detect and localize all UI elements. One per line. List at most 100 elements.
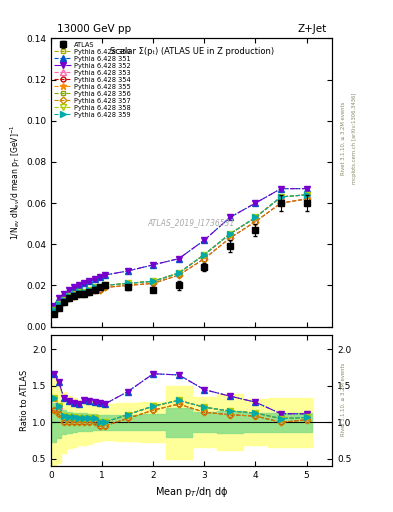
Pythia 6.428 355 <box>253 215 258 221</box>
Pythia 6.428 357 <box>67 295 72 301</box>
Pythia 6.428 353 <box>202 251 207 258</box>
Pythia 6.428 354 <box>176 272 181 278</box>
Pythia 6.428 353 <box>228 231 232 237</box>
Pythia 6.428 354 <box>202 255 207 262</box>
Pythia 6.428 355 <box>125 280 130 286</box>
Pythia 6.428 355 <box>62 297 66 303</box>
Pythia 6.428 359 <box>125 280 130 286</box>
Pythia 6.428 358 <box>87 286 92 292</box>
Pythia 6.428 354 <box>151 280 156 286</box>
Pythia 6.428 350 <box>103 282 107 288</box>
Pythia 6.428 353 <box>87 286 92 292</box>
Pythia 6.428 355 <box>228 231 232 237</box>
Pythia 6.428 357 <box>103 284 107 290</box>
Pythia 6.428 354 <box>82 290 87 296</box>
Pythia 6.428 357 <box>202 255 207 262</box>
Pythia 6.428 350 <box>67 293 72 299</box>
Pythia 6.428 352 <box>97 274 102 280</box>
Pythia 6.428 351 <box>62 290 66 296</box>
Pythia 6.428 358 <box>62 297 66 303</box>
Pythia 6.428 352 <box>103 272 107 278</box>
Pythia 6.428 354 <box>67 295 72 301</box>
Legend: ATLAS, Pythia 6.428 350, Pythia 6.428 351, Pythia 6.428 352, Pythia 6.428 353, P: ATLAS, Pythia 6.428 350, Pythia 6.428 35… <box>53 40 132 119</box>
Pythia 6.428 352 <box>62 290 66 296</box>
Pythia 6.428 352 <box>151 262 156 268</box>
Pythia 6.428 350 <box>304 192 309 198</box>
Pythia 6.428 357 <box>62 299 66 305</box>
Pythia 6.428 351 <box>87 278 92 284</box>
Pythia 6.428 353 <box>51 307 56 313</box>
Pythia 6.428 356 <box>202 251 207 258</box>
Pythia 6.428 356 <box>176 270 181 276</box>
Pythia 6.428 350 <box>176 270 181 276</box>
Pythia 6.428 358 <box>77 288 82 294</box>
Pythia 6.428 351 <box>202 237 207 243</box>
Pythia 6.428 351 <box>103 272 107 278</box>
Pythia 6.428 359 <box>176 270 181 276</box>
Pythia 6.428 352 <box>72 284 77 290</box>
Text: ATLAS_2019_I1736531: ATLAS_2019_I1736531 <box>148 218 235 227</box>
Pythia 6.428 358 <box>151 278 156 284</box>
Y-axis label: 1/N$_{ev}$ dN$_{ev}$/d mean p$_T$ [GeV]$^{-1}$: 1/N$_{ev}$ dN$_{ev}$/d mean p$_T$ [GeV]$… <box>9 125 23 240</box>
Pythia 6.428 356 <box>228 231 232 237</box>
Pythia 6.428 350 <box>72 290 77 296</box>
Pythia 6.428 355 <box>82 288 87 294</box>
Pythia 6.428 351 <box>77 282 82 288</box>
Pythia 6.428 356 <box>253 215 258 221</box>
Pythia 6.428 355 <box>176 270 181 276</box>
Pythia 6.428 356 <box>125 280 130 286</box>
Pythia 6.428 353 <box>92 284 97 290</box>
Pythia 6.428 353 <box>176 270 181 276</box>
Text: Rivet 3.1.10, ≥ 3.2M events: Rivet 3.1.10, ≥ 3.2M events <box>341 362 346 436</box>
Line: Pythia 6.428 350: Pythia 6.428 350 <box>51 193 309 312</box>
Pythia 6.428 352 <box>253 200 258 206</box>
Pythia 6.428 359 <box>97 284 102 290</box>
Pythia 6.428 354 <box>51 309 56 315</box>
Line: Pythia 6.428 356: Pythia 6.428 356 <box>51 193 309 312</box>
Pythia 6.428 352 <box>176 255 181 262</box>
Pythia 6.428 357 <box>304 196 309 202</box>
Pythia 6.428 353 <box>62 297 66 303</box>
Pythia 6.428 356 <box>57 301 61 307</box>
Pythia 6.428 359 <box>202 251 207 258</box>
Pythia 6.428 355 <box>57 301 61 307</box>
Pythia 6.428 351 <box>51 303 56 309</box>
Pythia 6.428 350 <box>97 284 102 290</box>
Pythia 6.428 352 <box>202 237 207 243</box>
Line: Pythia 6.428 353: Pythia 6.428 353 <box>51 192 309 313</box>
Line: Pythia 6.428 358: Pythia 6.428 358 <box>51 192 309 313</box>
Pythia 6.428 350 <box>57 301 61 307</box>
Pythia 6.428 350 <box>125 280 130 286</box>
Pythia 6.428 357 <box>253 219 258 225</box>
Pythia 6.428 356 <box>51 307 56 313</box>
Pythia 6.428 353 <box>151 278 156 284</box>
Pythia 6.428 353 <box>82 288 87 294</box>
Pythia 6.428 355 <box>103 282 107 288</box>
Pythia 6.428 353 <box>67 293 72 299</box>
Pythia 6.428 356 <box>151 278 156 284</box>
Pythia 6.428 351 <box>125 268 130 274</box>
Pythia 6.428 357 <box>72 293 77 299</box>
Pythia 6.428 358 <box>228 231 232 237</box>
Pythia 6.428 352 <box>87 278 92 284</box>
Pythia 6.428 352 <box>57 295 61 301</box>
Pythia 6.428 354 <box>92 286 97 292</box>
Pythia 6.428 350 <box>228 231 232 237</box>
Pythia 6.428 355 <box>151 278 156 284</box>
Pythia 6.428 358 <box>82 288 87 294</box>
Pythia 6.428 357 <box>279 200 283 206</box>
Pythia 6.428 352 <box>67 286 72 292</box>
Pythia 6.428 356 <box>103 282 107 288</box>
Pythia 6.428 353 <box>125 280 130 286</box>
Line: Pythia 6.428 359: Pythia 6.428 359 <box>51 192 309 313</box>
Pythia 6.428 359 <box>151 278 156 284</box>
Pythia 6.428 354 <box>77 290 82 296</box>
Pythia 6.428 351 <box>253 200 258 206</box>
Pythia 6.428 356 <box>82 288 87 294</box>
Pythia 6.428 355 <box>279 194 283 200</box>
Pythia 6.428 352 <box>92 276 97 282</box>
Pythia 6.428 356 <box>279 194 283 200</box>
Pythia 6.428 354 <box>279 200 283 206</box>
Pythia 6.428 357 <box>87 288 92 294</box>
Pythia 6.428 351 <box>304 185 309 191</box>
